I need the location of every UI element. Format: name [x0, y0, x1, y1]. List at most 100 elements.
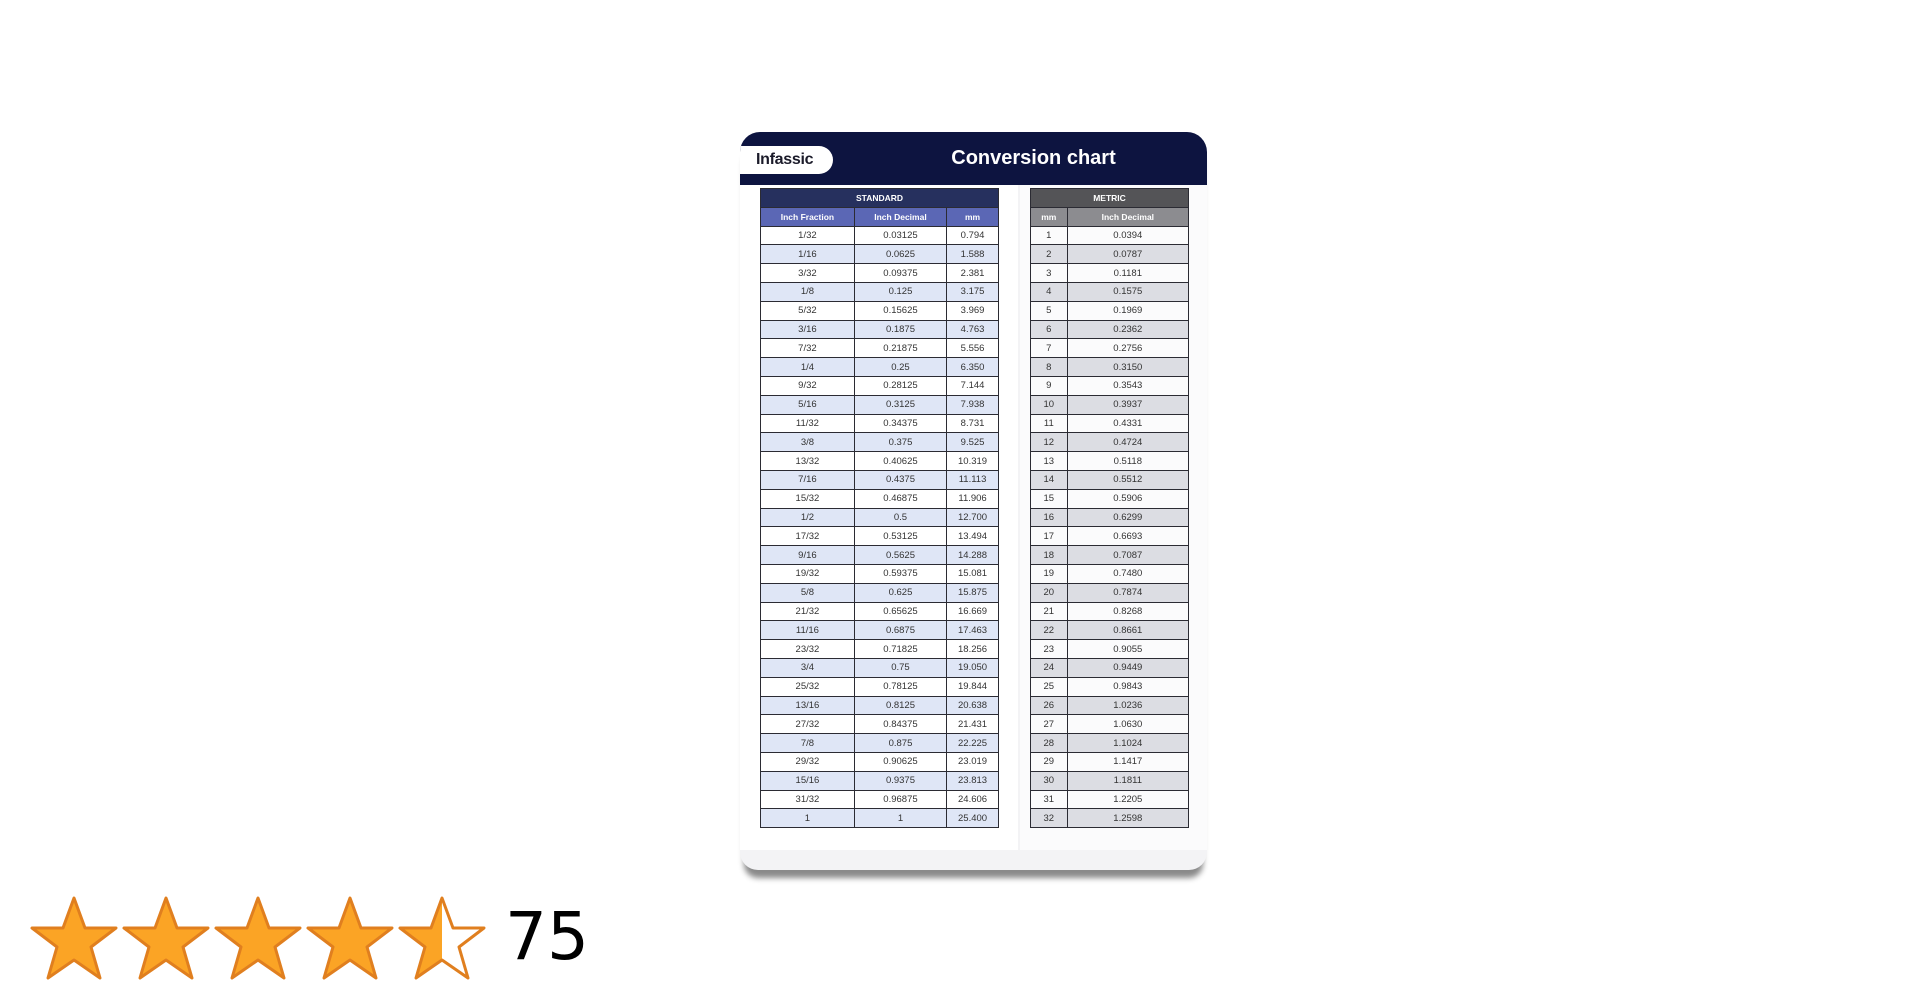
table-row: 9/32 0.28125 7.144 [760, 375, 999, 396]
table-row: 13/32 0.40625 10.319 [760, 451, 999, 471]
table-cell: 1 [853, 808, 948, 829]
table-cell: 5/8 [760, 582, 855, 603]
column-header: Inch Decimal [853, 206, 948, 227]
table-cell: 15.875 [946, 582, 999, 603]
table-cell: 0.5512 [1066, 469, 1190, 490]
table-cell: 0.78125 [853, 676, 948, 697]
table-cell: 0.0625 [853, 244, 948, 265]
table-cell: 0.40625 [853, 451, 948, 471]
table-cell: 5.556 [946, 338, 999, 359]
column-header: mm [1030, 206, 1068, 227]
table-row: 9 0.3543 [1030, 375, 1190, 396]
table-cell: 21 [1030, 601, 1068, 622]
table-cell: 27/32 [760, 714, 855, 735]
standard-heading: STANDARD [760, 188, 999, 208]
table-row: 11/16 0.6875 17.463 [760, 620, 999, 641]
table-cell: 0.625 [853, 582, 948, 603]
table-cell: 0.2362 [1066, 319, 1190, 340]
table-cell: 3.969 [946, 300, 999, 321]
table-row: 1/2 0.5 12.700 [760, 507, 999, 528]
table-cell: 4 [1030, 281, 1068, 302]
chart-header: Infassic Conversion chart [740, 132, 1207, 185]
table-cell: 3 [1030, 263, 1068, 283]
table-row: 1/16 0.0625 1.588 [760, 244, 999, 265]
table-cell: 20.638 [946, 695, 999, 716]
table-cell: 15.081 [946, 563, 999, 584]
table-row: 2 0.0787 [1030, 244, 1190, 265]
table-row: 7/16 0.4375 11.113 [760, 469, 999, 490]
table-cell: 23.813 [946, 770, 999, 791]
table-row: 12 0.4724 [1030, 432, 1190, 453]
table-cell: 5/32 [760, 300, 855, 321]
table-cell: 0.1969 [1066, 300, 1190, 321]
table-cell: 12 [1030, 432, 1068, 453]
table-cell: 24 [1030, 657, 1068, 678]
table-cell: 0.8125 [853, 695, 948, 716]
table-row: 1/4 0.25 6.350 [760, 357, 999, 377]
table-cell: 20 [1030, 582, 1068, 603]
table-cell: 5/16 [760, 394, 855, 415]
table-cell: 1/4 [760, 357, 855, 377]
table-cell: 0.1875 [853, 319, 948, 340]
table-row: 3/16 0.1875 4.763 [760, 319, 999, 340]
table-cell: 0.53125 [853, 526, 948, 547]
table-cell: 0.34375 [853, 413, 948, 434]
table-cell: 0.5625 [853, 545, 948, 565]
table-row: 32 1.2598 [1030, 808, 1190, 829]
table-cell: 9/16 [760, 545, 855, 565]
standard-table: STANDARD Inch Fraction Inch Decimal mm 1… [760, 188, 999, 829]
table-row: 1/8 0.125 3.175 [760, 281, 999, 302]
table-cell: 0.46875 [853, 488, 948, 509]
table-cell: 8 [1030, 357, 1068, 377]
table-cell: 3/8 [760, 432, 855, 453]
table-cell: 1.0630 [1066, 714, 1190, 735]
table-cell: 14.288 [946, 545, 999, 565]
table-row: 11 0.4331 [1030, 413, 1190, 434]
table-row: 9/16 0.5625 14.288 [760, 545, 999, 565]
table-cell: 0.9375 [853, 770, 948, 791]
column-header: mm [946, 206, 999, 227]
rating-count: 75 [505, 898, 589, 975]
table-row: 25/32 0.78125 19.844 [760, 676, 999, 697]
table-row: 3/32 0.09375 2.381 [760, 263, 999, 283]
table-row: 20 0.7874 [1030, 582, 1190, 603]
table-cell: 6.350 [946, 357, 999, 377]
table-row: 17/32 0.53125 13.494 [760, 526, 999, 547]
table-cell: 0.7874 [1066, 582, 1190, 603]
star-half-icon [398, 896, 486, 980]
table-cell: 0.0394 [1066, 225, 1190, 246]
star-full-icon [306, 896, 394, 980]
table-cell: 28 [1030, 733, 1068, 753]
table-cell: 7 [1030, 338, 1068, 359]
table-cell: 18 [1030, 545, 1068, 565]
table-cell: 0.09375 [853, 263, 948, 283]
table-row: 30 1.1811 [1030, 770, 1190, 791]
table-cell: 0.8661 [1066, 620, 1190, 641]
table-cell: 0.5906 [1066, 488, 1190, 509]
table-cell: 11.906 [946, 488, 999, 509]
table-cell: 0.875 [853, 733, 948, 753]
table-cell: 22 [1030, 620, 1068, 641]
table-cell: 1 [1030, 225, 1068, 246]
table-cell: 0.4724 [1066, 432, 1190, 453]
table-cell: 2 [1030, 244, 1068, 265]
table-row: 5 0.1969 [1030, 300, 1190, 321]
table-row: 21/32 0.65625 16.669 [760, 601, 999, 622]
table-row: 24 0.9449 [1030, 657, 1190, 678]
table-cell: 29/32 [760, 751, 855, 772]
table-cell: 1/16 [760, 244, 855, 265]
table-cell: 4.763 [946, 319, 999, 340]
table-cell: 0.2756 [1066, 338, 1190, 359]
table-cell: 1.1024 [1066, 733, 1190, 753]
table-cell: 0.5118 [1066, 451, 1190, 471]
table-cell: 0.0787 [1066, 244, 1190, 265]
star-rating [30, 894, 486, 982]
table-cell: 12.700 [946, 507, 999, 528]
column-header: Inch Fraction [760, 206, 855, 227]
table-row: 27 1.0630 [1030, 714, 1190, 735]
table-row: 25 0.9843 [1030, 676, 1190, 697]
table-cell: 7.144 [946, 375, 999, 396]
table-cell: 29 [1030, 751, 1068, 772]
table-row: 7 0.2756 [1030, 338, 1190, 359]
table-cell: 16 [1030, 507, 1068, 528]
